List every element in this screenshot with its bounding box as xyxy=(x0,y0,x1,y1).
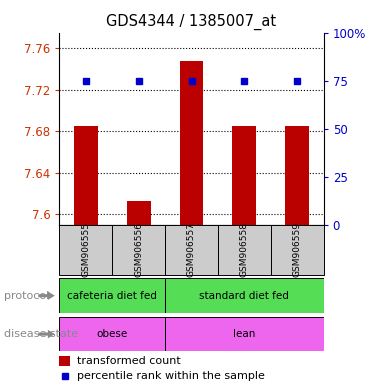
Text: protocol: protocol xyxy=(4,291,49,301)
Bar xyxy=(271,225,324,275)
Title: GDS4344 / 1385007_at: GDS4344 / 1385007_at xyxy=(106,14,277,30)
Bar xyxy=(232,126,256,225)
Bar xyxy=(59,356,70,366)
Text: lean: lean xyxy=(233,329,255,339)
Bar xyxy=(165,225,218,275)
Bar xyxy=(112,225,165,275)
Bar xyxy=(218,225,271,275)
Bar xyxy=(59,225,112,275)
Bar xyxy=(127,201,151,225)
Text: transformed count: transformed count xyxy=(77,356,180,366)
Bar xyxy=(285,126,309,225)
Text: obese: obese xyxy=(97,329,128,339)
Text: GSM906557: GSM906557 xyxy=(187,222,196,277)
Bar xyxy=(59,317,165,351)
Text: GSM906556: GSM906556 xyxy=(134,222,143,277)
Text: disease state: disease state xyxy=(4,329,78,339)
Bar xyxy=(165,317,324,351)
Text: GSM906558: GSM906558 xyxy=(240,222,249,277)
Text: GSM906555: GSM906555 xyxy=(81,222,90,277)
Bar xyxy=(165,278,324,313)
Bar xyxy=(74,126,98,225)
Bar xyxy=(59,278,165,313)
Text: GSM906559: GSM906559 xyxy=(293,222,302,277)
Bar xyxy=(180,61,203,225)
Text: standard diet fed: standard diet fed xyxy=(200,291,289,301)
Text: cafeteria diet fed: cafeteria diet fed xyxy=(67,291,157,301)
Text: percentile rank within the sample: percentile rank within the sample xyxy=(77,371,264,381)
